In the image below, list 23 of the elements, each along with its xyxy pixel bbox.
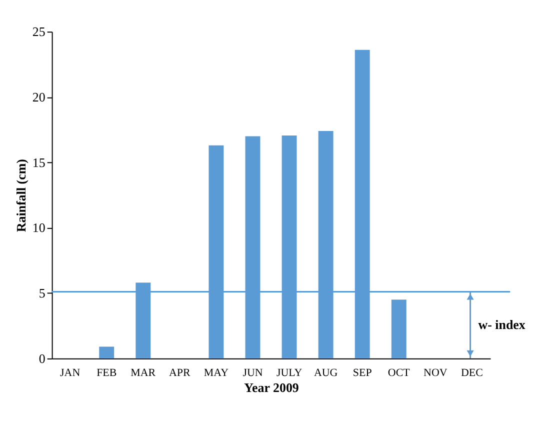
y-tick-label: 5 — [38, 286, 46, 301]
x-tick-label: APR — [169, 366, 192, 379]
x-tick-label: DEC — [460, 366, 483, 379]
x-tick-label: JAN — [60, 366, 80, 379]
x-axis-title: Year 2009 — [244, 380, 299, 395]
x-tick-label: MAR — [130, 366, 156, 379]
y-tick-label: 25 — [32, 24, 46, 40]
x-tick-label: JULY — [276, 366, 302, 379]
x-tick-label: OCT — [388, 366, 410, 379]
y-axis-title: Rainfall (cm) — [13, 159, 28, 232]
ref-line-label: w- index — [478, 317, 526, 332]
x-tick-label: MAY — [204, 366, 229, 379]
y-tick-label: 20 — [32, 89, 46, 104]
y-tick-label: 0 — [38, 350, 46, 366]
y-tick-label: 10 — [32, 220, 46, 236]
bar — [99, 346, 114, 358]
x-tick-label: SEP — [352, 366, 372, 379]
y-tick-label: 15 — [32, 154, 46, 170]
x-tick-label: FEB — [96, 366, 117, 379]
x-tick-label: JUN — [242, 366, 263, 379]
bar — [391, 300, 406, 358]
x-tick-label: NOV — [424, 366, 448, 379]
x-tick-label: AUG — [314, 366, 338, 379]
